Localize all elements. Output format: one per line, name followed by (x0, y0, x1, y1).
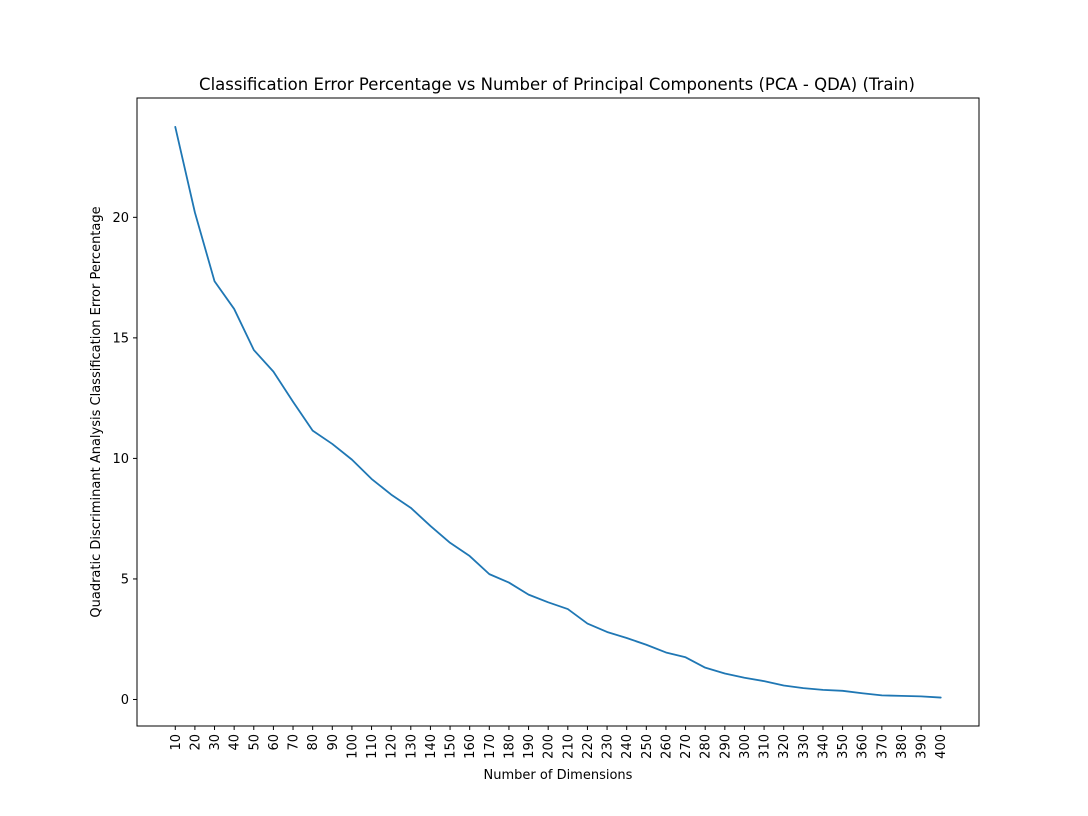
x-tick-label: 40 (228, 734, 243, 751)
x-tick-label: 330 (797, 734, 812, 759)
x-tick-label: 310 (758, 734, 773, 759)
x-tick-label: 340 (816, 734, 831, 759)
x-tick-label: 190 (522, 734, 537, 759)
data-point (330, 441, 335, 446)
x-tick-label: 150 (444, 734, 459, 759)
x-tick-label: 110 (365, 734, 380, 759)
x-tick-label: 240 (620, 734, 635, 759)
x-tick-label: 220 (581, 734, 596, 759)
data-point (349, 457, 354, 462)
data-point (683, 655, 688, 660)
x-tick-label: 50 (247, 734, 262, 751)
data-point (291, 399, 296, 404)
y-axis-ticks: 0 5 10 15 20 (112, 211, 137, 708)
data-point (192, 210, 197, 215)
x-tick-label: 100 (345, 734, 360, 759)
data-point (428, 523, 433, 528)
x-tick-label: 210 (561, 734, 576, 759)
y-axis-label: Quadratic Discriminant Analysis Classifi… (89, 206, 104, 617)
data-point (605, 629, 610, 634)
x-tick-label: 270 (679, 734, 694, 759)
x-tick-label: 370 (875, 734, 890, 759)
data-point (624, 636, 629, 641)
data-point (860, 691, 865, 696)
series-line (174, 126, 942, 699)
data-point (526, 592, 531, 597)
x-tick-label: 180 (502, 734, 517, 759)
data-point (487, 572, 492, 577)
y-tick-label: 20 (112, 211, 129, 226)
data-point (232, 306, 237, 311)
data-point (467, 554, 472, 559)
x-tick-label: 120 (385, 734, 400, 759)
x-tick-label: 160 (463, 734, 478, 759)
x-tick-label: 320 (777, 734, 792, 759)
x-tick-label: 400 (934, 734, 949, 759)
x-tick-label: 260 (659, 734, 674, 759)
chart-title: Classification Error Percentage vs Numbe… (199, 75, 915, 94)
data-point (212, 279, 217, 284)
data-point (663, 650, 668, 655)
x-tick-label: 290 (718, 734, 733, 759)
data-point (820, 687, 825, 692)
x-tick-label: 20 (188, 734, 203, 751)
data-point (919, 694, 924, 699)
x-tick-label: 250 (640, 734, 655, 759)
x-tick-label: 230 (601, 734, 616, 759)
x-tick-label: 200 (542, 734, 557, 759)
data-point (722, 671, 727, 676)
data-point (546, 600, 551, 605)
y-tick-label: 5 (121, 572, 129, 587)
data-point (506, 580, 511, 585)
data-point (899, 693, 904, 698)
data-point (448, 540, 453, 545)
data-point (801, 686, 806, 691)
x-tick-label: 380 (895, 734, 910, 759)
y-tick-label: 10 (112, 452, 129, 467)
x-tick-label: 90 (326, 734, 341, 751)
x-axis-label: Number of Dimensions (484, 768, 633, 783)
x-tick-label: 280 (699, 734, 714, 759)
data-point (742, 675, 747, 680)
data-point (565, 607, 570, 612)
y-tick-label: 15 (112, 331, 129, 346)
data-point (271, 369, 276, 374)
data-point (389, 492, 394, 497)
data-point (781, 683, 786, 688)
x-tick-label: 10 (169, 734, 184, 751)
data-point (310, 428, 315, 433)
x-tick-label: 130 (404, 734, 419, 759)
x-axis-ticks: 10 20 30 40 50 60 70 80 90 100 110 120 130 140 150 160 1… (169, 726, 949, 759)
x-tick-label: 30 (208, 734, 223, 751)
data-point (173, 124, 178, 129)
series-layer (173, 124, 943, 700)
data-point (585, 621, 590, 626)
plot-area-frame (136, 97, 980, 727)
x-tick-label: 360 (856, 734, 871, 759)
x-tick-label: 300 (738, 734, 753, 759)
data-point (703, 665, 708, 670)
data-point (938, 695, 943, 700)
data-point (879, 693, 884, 698)
y-tick-label: 0 (121, 693, 129, 708)
data-point (762, 679, 767, 684)
data-point (408, 505, 413, 510)
x-tick-label: 60 (267, 734, 282, 751)
data-point (251, 347, 256, 352)
x-tick-label: 70 (287, 734, 302, 751)
x-tick-label: 390 (915, 734, 930, 759)
x-tick-label: 170 (483, 734, 498, 759)
data-point (840, 688, 845, 693)
x-tick-label: 140 (424, 734, 439, 759)
x-tick-label: 350 (836, 734, 851, 759)
x-tick-label: 80 (306, 734, 321, 751)
data-point (644, 642, 649, 647)
data-point (369, 476, 374, 481)
